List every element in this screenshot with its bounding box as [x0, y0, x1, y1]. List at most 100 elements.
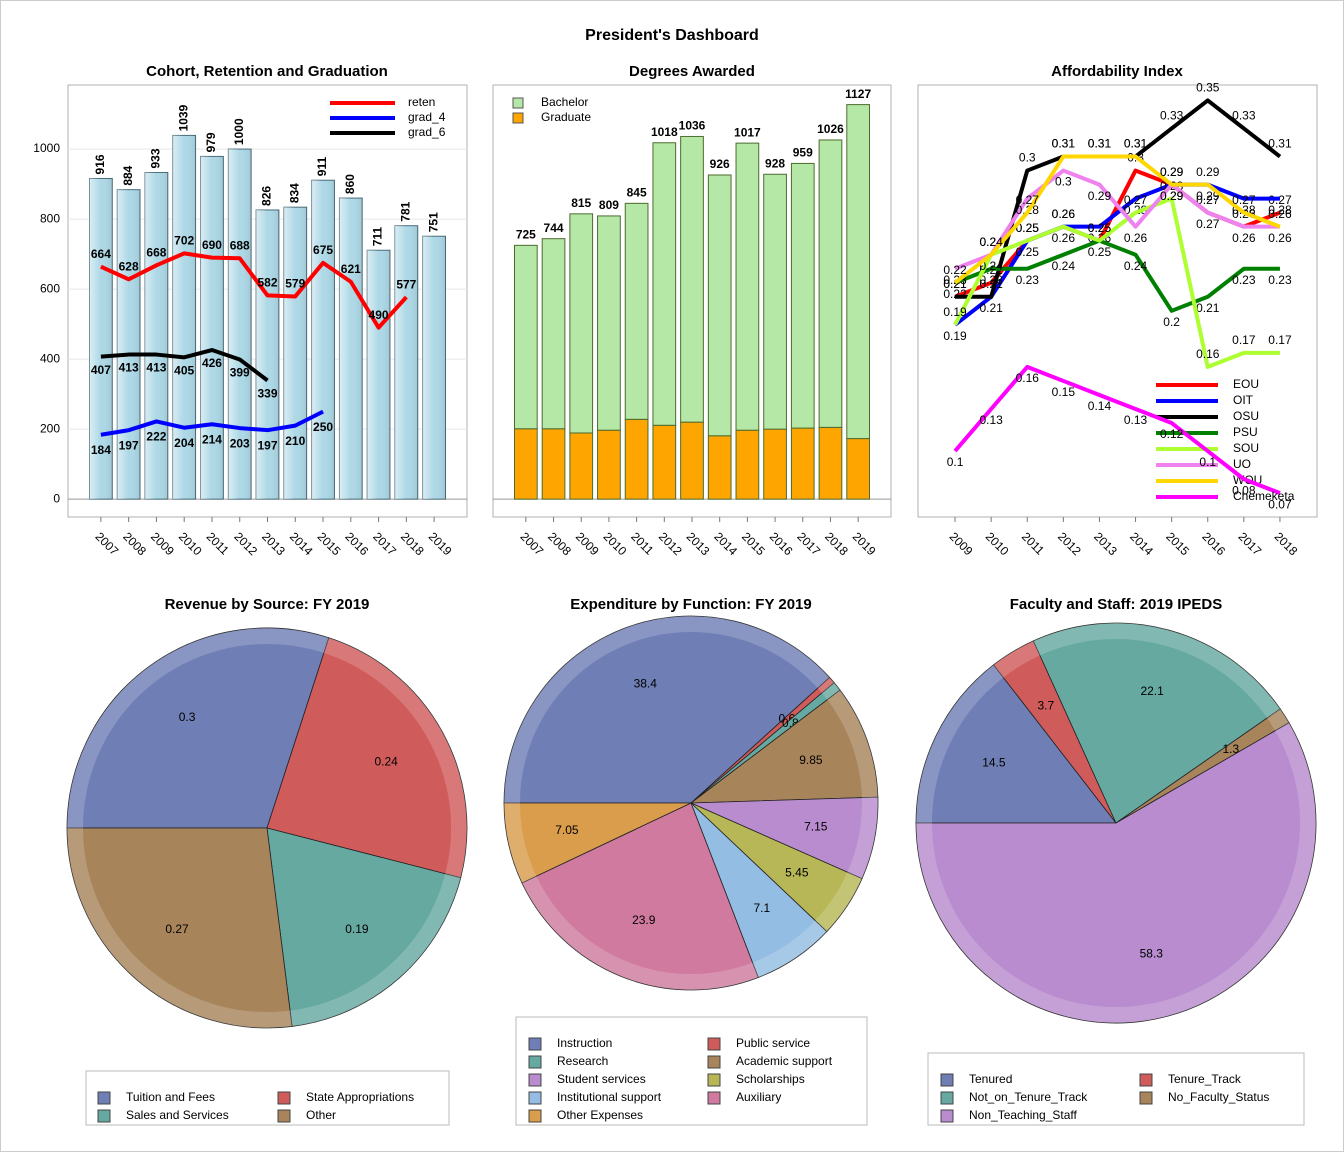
- legend-box: [85, 1070, 450, 1126]
- line-label: 0.27: [1268, 193, 1292, 207]
- line-label: 0.24: [979, 235, 1003, 249]
- slice-label: 1.3: [1222, 742, 1239, 756]
- slice-label: 0.27: [165, 922, 189, 936]
- legend-label: grad_4: [408, 110, 446, 124]
- line-label: 0.1: [947, 455, 964, 469]
- bar-shine: [311, 180, 335, 500]
- total-label: 809: [599, 198, 619, 212]
- total-label: 1026: [817, 122, 844, 136]
- line-label: 0.23: [1232, 273, 1256, 287]
- line-label: 0.31: [1088, 137, 1112, 151]
- bar-label: 979: [204, 132, 218, 152]
- bar-label: 916: [93, 154, 107, 174]
- bar-segment: [680, 421, 704, 500]
- pie-rim: [67, 628, 467, 1028]
- line-label: 690: [202, 238, 222, 252]
- bar-segment: [790, 427, 815, 500]
- line-label: 0.3: [1019, 151, 1036, 165]
- legend-label: Tenured: [969, 1072, 1012, 1086]
- line-label: 0.29: [1160, 165, 1184, 179]
- line-label: 0.13: [979, 413, 1003, 427]
- line-label: 0.07: [1268, 497, 1292, 511]
- y-tick-label: 600: [40, 281, 60, 295]
- legend-label: Research: [557, 1054, 608, 1068]
- chart-title: Expenditure by Function: FY 2019: [570, 596, 811, 613]
- legend-label: Instruction: [557, 1036, 612, 1050]
- legend-label: Other Expenses: [557, 1108, 643, 1122]
- line-label: 582: [257, 276, 277, 290]
- legend-label: SOU: [1233, 441, 1259, 455]
- bar-shine: [422, 236, 446, 500]
- line-label: 0.27: [1196, 217, 1220, 231]
- bar-shine: [394, 225, 418, 500]
- line-label: 0.24: [1124, 259, 1148, 273]
- slice-label: 9.85: [799, 753, 823, 767]
- line-label: 0.3: [1055, 175, 1072, 189]
- total-label: 845: [627, 185, 647, 199]
- legend-swatch: [940, 1091, 954, 1105]
- line: [953, 196, 1280, 369]
- legend-swatch: [940, 1109, 954, 1123]
- legend-swatch: [277, 1091, 291, 1105]
- bar-shine: [145, 172, 168, 500]
- line: [100, 409, 324, 437]
- line-label: 0.19: [943, 305, 967, 319]
- line-label: 0.27: [1016, 193, 1040, 207]
- line-label: 413: [119, 361, 139, 375]
- line-label: 0.14: [1088, 399, 1112, 413]
- line-label: 0.31: [1124, 137, 1148, 151]
- legend-box: [927, 1052, 1305, 1126]
- line-label: 0.17: [1232, 333, 1256, 347]
- slice-label: 0.24: [374, 755, 398, 769]
- bar-label: 860: [343, 174, 357, 194]
- legend-label: Chemeketa: [1233, 489, 1295, 503]
- line-label: 0.26: [1232, 231, 1256, 245]
- legend-label: UO: [1233, 457, 1251, 471]
- legend-swatch: [528, 1109, 542, 1123]
- bar-segment: [707, 174, 732, 437]
- line: [953, 364, 1281, 496]
- line-label: 0.23: [1016, 273, 1040, 287]
- legend-label: reten: [408, 95, 435, 109]
- line-label: 668: [146, 245, 166, 259]
- line: [953, 154, 1281, 285]
- total-label: 928: [765, 156, 785, 170]
- pie-slice: [521, 802, 759, 991]
- legend-label: OIT: [1233, 393, 1254, 407]
- legend-label: Academic support: [736, 1054, 833, 1068]
- line-label: 688: [230, 238, 250, 252]
- bar-segment: [818, 426, 843, 500]
- line-label: 0.29: [1088, 189, 1112, 203]
- slice-label: 7.15: [804, 820, 828, 834]
- line-label: 702: [174, 234, 194, 248]
- plot-frame: [917, 84, 1318, 518]
- legend-label: grad_6: [408, 125, 446, 139]
- line: [954, 168, 1280, 271]
- line-label: 675: [313, 243, 333, 257]
- bar-shine: [256, 209, 279, 500]
- legend-swatch: [512, 112, 524, 124]
- line-label: 222: [146, 430, 166, 444]
- y-tick-label: 800: [40, 211, 60, 225]
- line-label: 0.28: [1268, 203, 1292, 217]
- page-title: President's Dashboard: [585, 27, 759, 44]
- legend-swatch: [512, 97, 524, 109]
- legend-label: Graduate: [541, 110, 591, 124]
- line-label: 621: [341, 262, 361, 276]
- line-label: 0.26: [1124, 231, 1148, 245]
- legend-label: Scholarships: [736, 1072, 805, 1086]
- line-label: 0.21: [979, 277, 1003, 291]
- bar-label: 933: [149, 148, 163, 168]
- legend-label: Institutional support: [557, 1090, 662, 1104]
- bar-segment: [735, 429, 760, 500]
- line-label: 0.23: [1268, 273, 1292, 287]
- line-label: 0.28: [1124, 203, 1148, 217]
- line-label: 0.13: [1124, 413, 1148, 427]
- slice-label: 3.7: [1037, 699, 1054, 713]
- line-label: 0.25: [1016, 221, 1040, 235]
- line-label: 0.31: [1124, 137, 1148, 151]
- line-label: 0.31: [1088, 137, 1112, 151]
- bar-shine: [117, 189, 141, 500]
- legend-label: OSU: [1233, 409, 1259, 423]
